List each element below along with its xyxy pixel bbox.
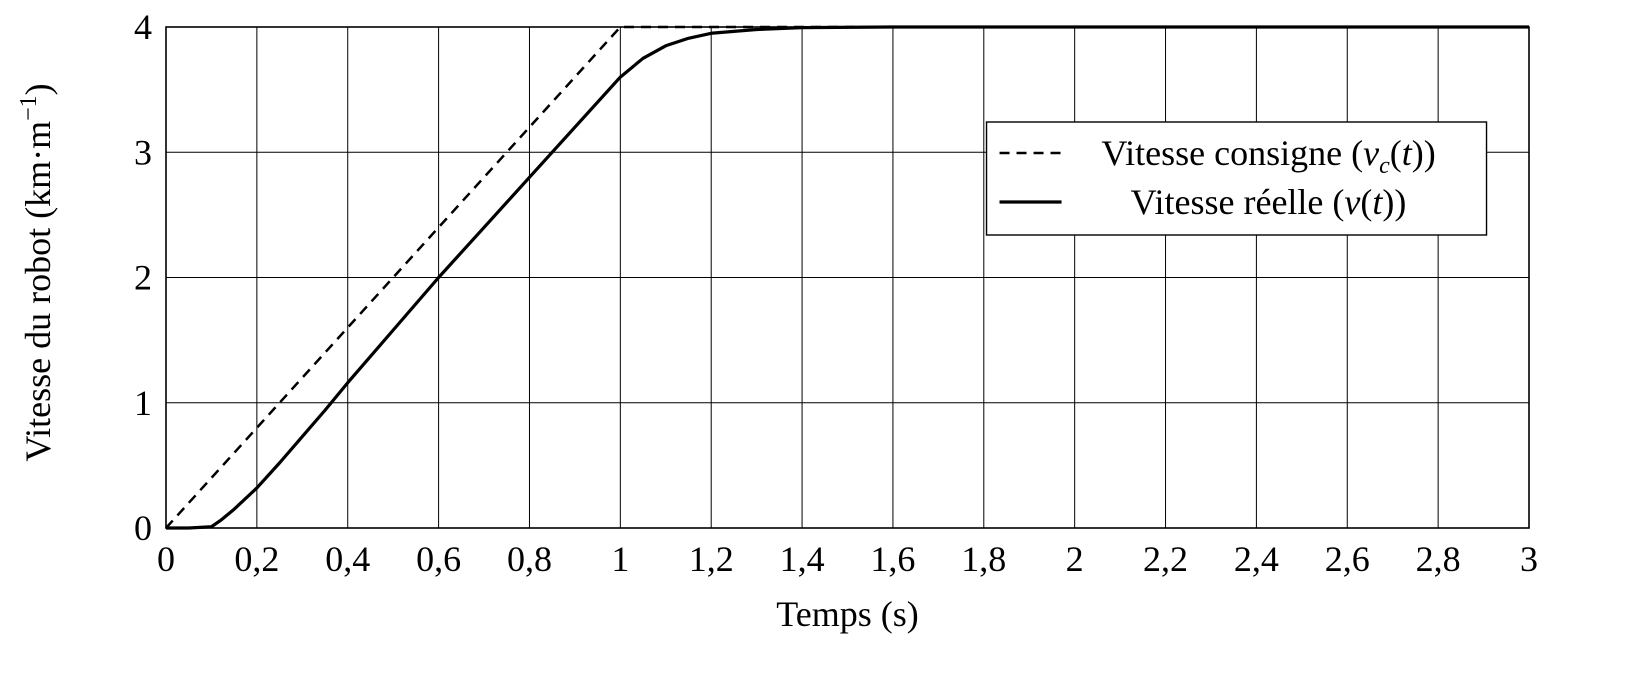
x-tick-label: 1,6 <box>870 539 915 579</box>
x-tick-label: 2,8 <box>1416 539 1461 579</box>
x-tick-label: 2,2 <box>1143 539 1188 579</box>
legend-label-reelle: Vitesse réelle (v(t)) <box>1131 182 1407 222</box>
plot-frame <box>165 26 1530 529</box>
legend-label-consigne: Vitesse consigne (vc(t)) <box>1101 133 1435 179</box>
x-tick-labels: 0 0,2 0,4 0,6 0,8 1 1,2 1,4 1,6 1,8 2 2,2 2,4 2,6 2,8 3 <box>157 539 1538 579</box>
x-tick-label: 2,4 <box>1234 539 1279 579</box>
y-tick-label: 0 <box>134 508 152 548</box>
grid <box>165 26 1530 529</box>
y-axis-label: Vitesse du robot (km·m−1) <box>16 83 58 461</box>
y-tick-labels: 0 1 2 3 4 <box>134 7 152 548</box>
x-tick-label: 1,2 <box>689 539 734 579</box>
y-tick-label: 2 <box>134 258 152 298</box>
x-tick-label: 1,8 <box>961 539 1006 579</box>
y-tick-label: 3 <box>134 132 152 172</box>
x-tick-label: 0,8 <box>507 539 552 579</box>
y-tick-label: 4 <box>134 7 152 47</box>
x-axis-label: Temps (s) <box>776 594 918 634</box>
y-tick-label: 1 <box>134 383 152 423</box>
legend-box <box>985 121 1488 236</box>
x-tick-label: 1 <box>611 539 629 579</box>
x-tick-label: 3 <box>1520 539 1538 579</box>
x-tick-label: 2 <box>1066 539 1084 579</box>
x-tick-label: 1,4 <box>780 539 825 579</box>
legend: Vitesse consigne (vc(t)) Vitesse réelle … <box>985 121 1488 236</box>
x-tick-label: 2,6 <box>1325 539 1370 579</box>
x-tick-label: 0 <box>157 539 175 579</box>
series-line-reelle <box>166 25 1529 530</box>
x-tick-label: 0,6 <box>416 539 461 579</box>
x-tick-label: 0,4 <box>325 539 370 579</box>
x-tick-label: 0,2 <box>234 539 279 579</box>
